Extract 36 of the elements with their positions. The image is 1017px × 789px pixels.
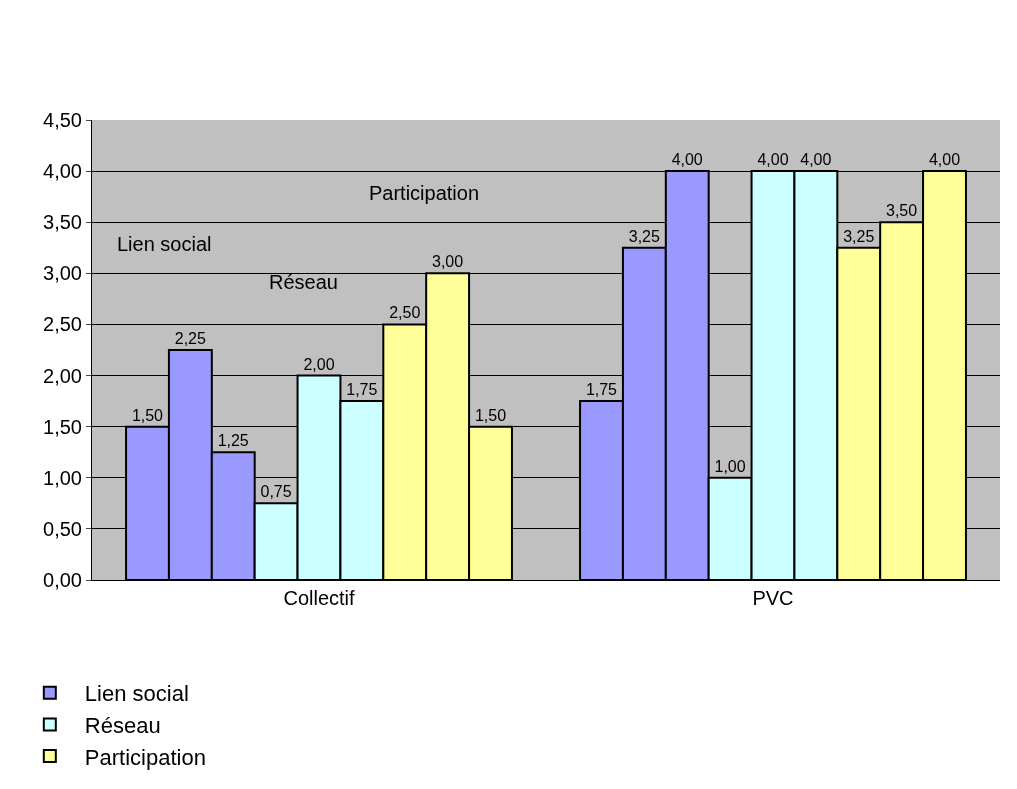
data-label: 2,00 bbox=[303, 355, 335, 373]
annotation: Participation bbox=[369, 182, 480, 204]
y-tick-label: 4,50 bbox=[43, 109, 82, 131]
y-tick-label: 3,50 bbox=[43, 211, 82, 234]
data-label: 1,50 bbox=[131, 406, 164, 424]
y-tick-label: 1,50 bbox=[43, 415, 82, 438]
x-tick-label: Collectif bbox=[283, 587, 356, 609]
data-label: 0,75 bbox=[260, 483, 292, 501]
annotation: Lien social bbox=[117, 233, 212, 255]
data-label: 3,25 bbox=[628, 227, 660, 245]
data-label: 3,50 bbox=[886, 202, 918, 220]
y-tick-label: 2,00 bbox=[43, 364, 82, 387]
data-label: 2,25 bbox=[174, 330, 206, 347]
y-tick-label: 2,50 bbox=[43, 313, 82, 336]
data-label: 4,00 bbox=[671, 151, 703, 169]
data-label: 1,75 bbox=[585, 381, 618, 399]
data-label: 1,75 bbox=[346, 381, 378, 399]
legend-label: Lien social bbox=[84, 681, 189, 707]
y-tick-label: 4,00 bbox=[43, 160, 82, 183]
legend-label: Réseau bbox=[84, 712, 161, 738]
data-label: 1,25 bbox=[217, 432, 249, 450]
data-label: 4,00 bbox=[757, 151, 789, 169]
data-label: 3,25 bbox=[843, 227, 875, 245]
y-tick-label: 0,00 bbox=[43, 569, 82, 591]
data-label: 3,00 bbox=[432, 253, 464, 271]
y-tick-label: 0,50 bbox=[43, 517, 82, 540]
legend-label: Participation bbox=[84, 744, 206, 770]
data-label: 1,50 bbox=[474, 406, 507, 424]
data-label: 4,00 bbox=[800, 151, 832, 169]
annotation: Réseau bbox=[269, 271, 338, 293]
y-tick-label: 1,00 bbox=[43, 466, 82, 489]
data-label: 1,00 bbox=[714, 457, 746, 475]
data-label: 2,50 bbox=[389, 304, 421, 322]
x-tick-label: PVC bbox=[752, 587, 794, 609]
y-tick-label: 3,00 bbox=[43, 262, 82, 285]
data-label: 4,00 bbox=[928, 151, 961, 169]
